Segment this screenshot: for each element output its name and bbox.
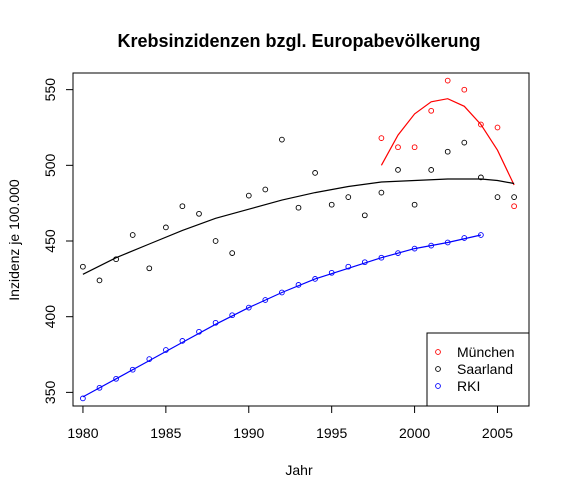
saarland-point [146, 265, 153, 272]
m-nchen-point [478, 121, 484, 128]
m-nchen-point [411, 144, 418, 151]
saarland-point [113, 256, 119, 263]
x-tick-label: 1985 [150, 425, 181, 441]
legend-box [426, 332, 530, 407]
saarland-point [312, 170, 318, 176]
saarland-point [494, 194, 501, 200]
saarland-point [361, 212, 368, 219]
saarland-point [262, 186, 269, 193]
saarland-point [328, 201, 335, 208]
data-points [80, 77, 517, 402]
saarland-point [245, 192, 252, 199]
rki-point [179, 338, 186, 344]
rki-point [196, 328, 202, 335]
y-axis-label: Inzidenz je 100.000 [6, 179, 22, 301]
saarland-point [444, 148, 451, 155]
y-axis: 350 400 450 500 550 [42, 78, 74, 404]
rki-point [279, 289, 285, 296]
rki-point [378, 254, 385, 261]
legend-label-saarland: Saarland [457, 361, 513, 377]
legend-marker-m-nchen [435, 349, 441, 355]
rki-point [395, 250, 401, 256]
fit-lines [82, 98, 515, 398]
saarland-point [129, 232, 136, 238]
rki-fit-line [82, 234, 482, 398]
saarland-point [80, 263, 86, 270]
m-nchen-point [461, 86, 468, 93]
rki-point [245, 304, 252, 311]
x-tick-label: 2000 [399, 425, 430, 441]
rki-point [212, 319, 219, 326]
x-tick-label: 1980 [67, 425, 98, 441]
rki-point [146, 356, 153, 362]
legend-marker-rki [435, 383, 441, 389]
rki-point [444, 239, 451, 246]
rki-point [163, 347, 169, 353]
m-nchen-point [444, 77, 451, 84]
chart-title: Krebsinzidenzen bzgl. Europabevölkerung [117, 31, 480, 51]
saarland-point [395, 167, 401, 173]
saarland-point [179, 203, 186, 210]
m-nchen-point [511, 203, 517, 210]
legend-marker-saarland [435, 366, 441, 372]
saarland-point [163, 224, 169, 231]
rki-point [262, 297, 269, 303]
x-axis-label: Jahr [285, 462, 313, 478]
rki-point [345, 263, 352, 270]
y-tick-label: 400 [42, 305, 58, 329]
rki-point [461, 235, 468, 241]
rki-point [229, 312, 236, 319]
y-tick-label: 500 [42, 153, 58, 177]
m-nchen-fit-line [380, 98, 515, 186]
legend-label-m-nchen: München [457, 344, 515, 360]
x-axis: 1980 1985 1990 1995 2000 2005 [67, 405, 513, 441]
y-tick-label: 450 [42, 229, 58, 253]
y-tick-label: 350 [42, 380, 58, 404]
saarland-point [461, 139, 468, 146]
saarland-point [345, 194, 352, 200]
saarland-point [96, 277, 103, 284]
rki-point [80, 395, 86, 402]
m-nchen-point [494, 124, 501, 131]
saarland-point [279, 136, 285, 143]
rki-point [312, 276, 318, 282]
rki-point [361, 259, 368, 266]
rki-point [295, 282, 302, 288]
x-tick-label: 1995 [316, 425, 347, 441]
saarland-point [378, 189, 385, 196]
y-tick-label: 550 [42, 78, 58, 102]
x-tick-label: 1990 [233, 425, 264, 441]
saarland-point [196, 210, 202, 217]
saarland-point [295, 204, 302, 211]
saarland-point [229, 250, 236, 256]
saarland-point [511, 194, 517, 200]
m-nchen-point [428, 107, 435, 114]
m-nchen-point [395, 144, 401, 151]
rki-point [478, 232, 484, 238]
rki-point [113, 375, 119, 382]
saarland-point [428, 167, 435, 173]
saarland-point [411, 201, 418, 208]
rki-point [96, 384, 103, 391]
saarland-point [212, 238, 219, 244]
rki-point [411, 245, 418, 252]
x-tick-label: 2005 [482, 425, 513, 441]
legend-label-rki: RKI [457, 378, 480, 394]
m-nchen-point [378, 135, 385, 141]
saarland-point [478, 174, 484, 181]
rki-point [328, 269, 335, 276]
rki-point [428, 242, 435, 249]
rki-point [129, 366, 136, 373]
saarland-fit-line [82, 178, 515, 275]
